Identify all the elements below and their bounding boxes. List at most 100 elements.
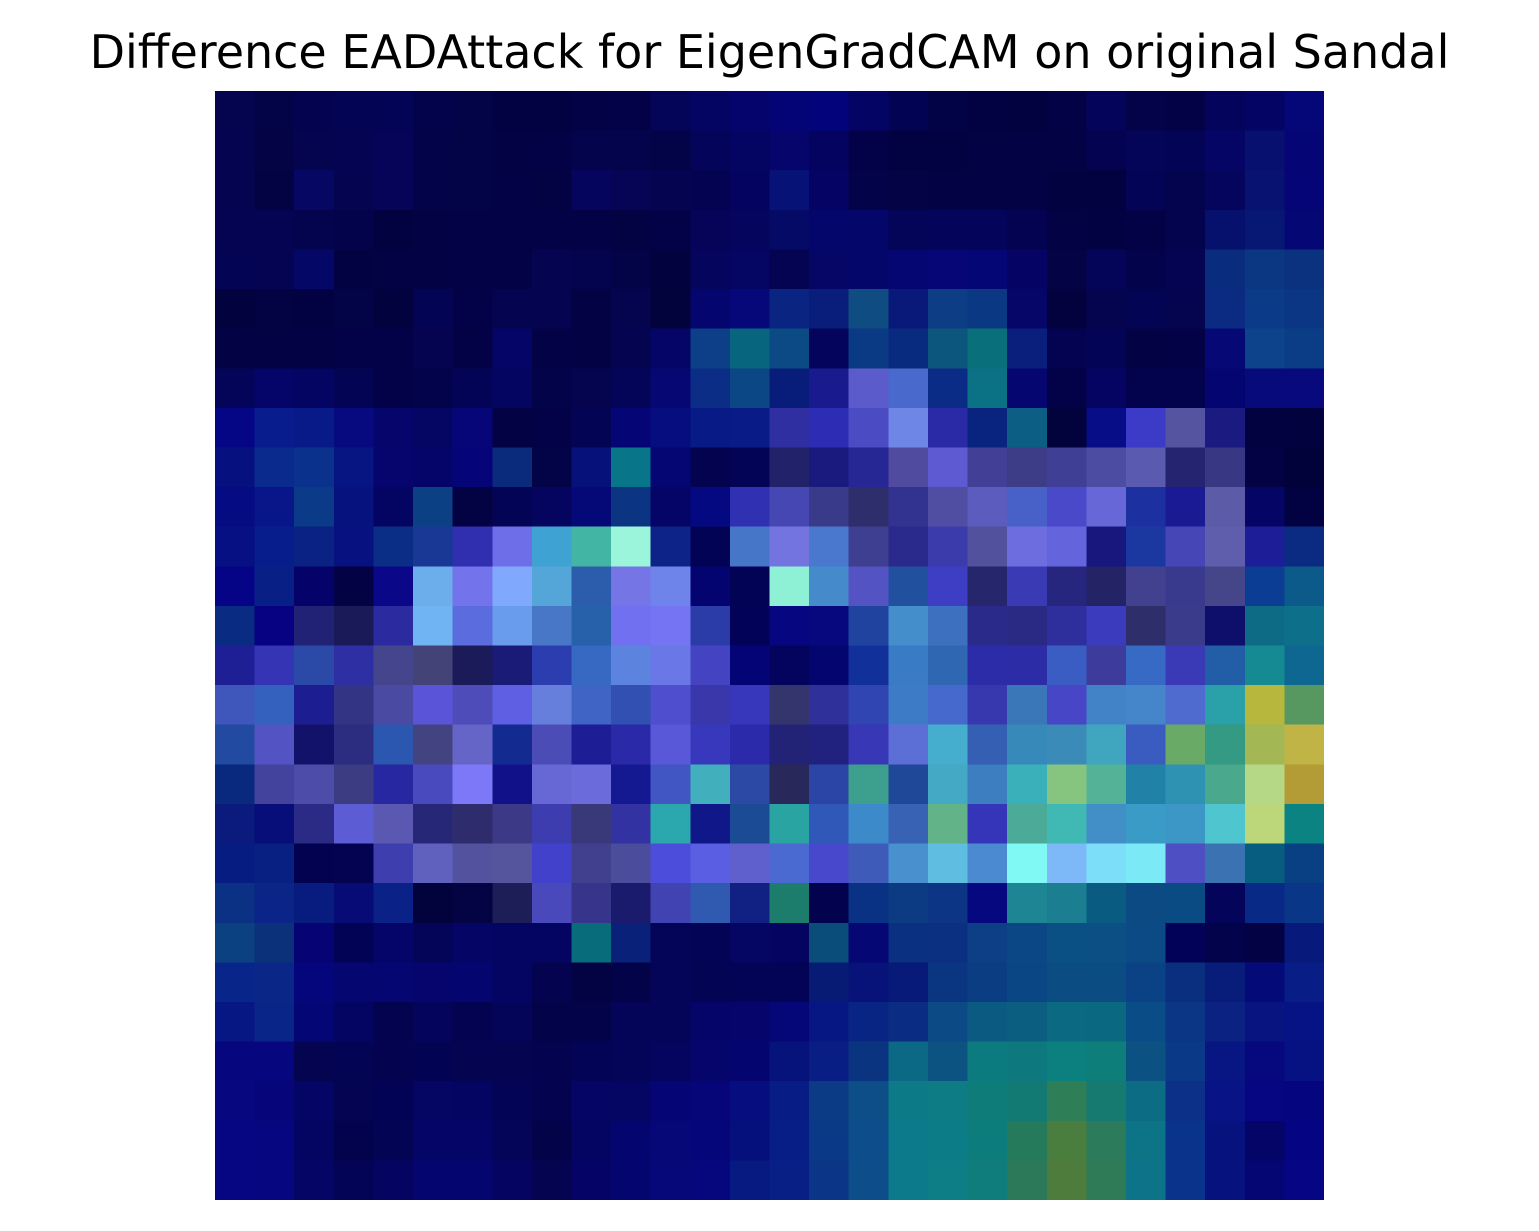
heatmap-cell bbox=[294, 130, 335, 172]
heatmap-cell bbox=[769, 566, 810, 607]
heatmap-cell bbox=[690, 1081, 731, 1122]
heatmap-cell bbox=[611, 1120, 652, 1162]
heatmap-cell bbox=[215, 1081, 256, 1122]
heatmap-cell bbox=[1007, 328, 1048, 370]
heatmap-cell bbox=[215, 170, 256, 211]
heatmap-cell bbox=[531, 1041, 573, 1082]
heatmap-cell bbox=[611, 1001, 652, 1043]
heatmap-cell bbox=[1284, 170, 1324, 211]
heatmap-cell bbox=[611, 1081, 652, 1122]
heatmap-cell bbox=[927, 170, 969, 211]
heatmap-cell bbox=[1046, 209, 1088, 251]
heatmap-cell bbox=[611, 289, 652, 330]
heatmap-cell bbox=[571, 724, 612, 766]
heatmap-cell bbox=[1125, 764, 1167, 805]
heatmap-cell bbox=[927, 803, 969, 845]
heatmap-cell bbox=[215, 883, 256, 924]
heatmap-cell bbox=[690, 566, 731, 607]
heatmap-cell bbox=[492, 1081, 533, 1122]
heatmap-cell bbox=[1165, 209, 1206, 251]
heatmap-cell bbox=[373, 803, 414, 845]
heatmap-cell bbox=[769, 407, 810, 449]
heatmap-cell bbox=[1086, 407, 1127, 449]
heatmap-cell bbox=[611, 803, 652, 845]
heatmap-cell bbox=[967, 764, 1008, 805]
heatmap-cell bbox=[1086, 605, 1127, 647]
heatmap-cell bbox=[333, 843, 375, 884]
heatmap-cell bbox=[650, 526, 692, 568]
heatmap-cell bbox=[215, 249, 256, 290]
heatmap-cell bbox=[413, 962, 454, 1003]
heatmap-cell bbox=[413, 130, 454, 172]
heatmap-cell bbox=[927, 685, 969, 726]
heatmap-cell bbox=[888, 209, 929, 251]
heatmap-cell bbox=[1165, 883, 1206, 924]
heatmap-cell bbox=[848, 368, 890, 409]
heatmap-cell bbox=[1125, 803, 1167, 845]
heatmap-cell bbox=[729, 91, 771, 132]
heatmap-cell bbox=[215, 685, 256, 726]
heatmap-cell bbox=[215, 566, 256, 607]
heatmap-cell bbox=[1007, 645, 1048, 686]
heatmap-cell bbox=[254, 130, 296, 172]
heatmap-cell bbox=[413, 91, 454, 132]
heatmap-cell bbox=[333, 685, 375, 726]
heatmap-cell bbox=[215, 447, 256, 488]
heatmap-cell bbox=[413, 803, 454, 845]
heatmap-cell bbox=[967, 1120, 1008, 1162]
heatmap-cell bbox=[294, 803, 335, 845]
heatmap-cell bbox=[571, 91, 612, 132]
heatmap-cell bbox=[571, 803, 612, 845]
heatmap-cell bbox=[531, 685, 573, 726]
heatmap-cell bbox=[1165, 447, 1206, 488]
heatmap-cell bbox=[611, 526, 652, 568]
heatmap-cell bbox=[373, 685, 414, 726]
heatmap-cell bbox=[848, 843, 890, 884]
heatmap-cell bbox=[888, 91, 929, 132]
heatmap-cell bbox=[254, 170, 296, 211]
heatmap-cell bbox=[294, 724, 335, 766]
heatmap-cell bbox=[888, 170, 929, 211]
heatmap-cell bbox=[650, 487, 692, 528]
heatmap-cell bbox=[1007, 764, 1048, 805]
heatmap-cell bbox=[690, 645, 731, 686]
heatmap-cell bbox=[373, 487, 414, 528]
heatmap-cell bbox=[373, 209, 414, 251]
heatmap-cell bbox=[1165, 843, 1206, 884]
heatmap-cell bbox=[294, 328, 335, 370]
heatmap-cell bbox=[848, 249, 890, 290]
heatmap-cell bbox=[294, 1041, 335, 1082]
heatmap-cell bbox=[531, 289, 573, 330]
heatmap-cell bbox=[492, 724, 533, 766]
heatmap-cell bbox=[888, 289, 929, 330]
heatmap-cell bbox=[1205, 843, 1246, 884]
heatmap-cell bbox=[809, 526, 850, 568]
heatmap-cell bbox=[927, 209, 969, 251]
heatmap-cell bbox=[888, 803, 929, 845]
heatmap-cell bbox=[927, 962, 969, 1003]
heatmap-cell bbox=[888, 724, 929, 766]
heatmap-cell bbox=[729, 407, 771, 449]
heatmap-cell bbox=[1205, 883, 1246, 924]
heatmap-cell bbox=[967, 605, 1008, 647]
heatmap-cell bbox=[333, 170, 375, 211]
heatmap-cell bbox=[1244, 883, 1286, 924]
heatmap-cell bbox=[729, 566, 771, 607]
heatmap-cell bbox=[1086, 566, 1127, 607]
heatmap-cell bbox=[729, 328, 771, 370]
heatmap-cell bbox=[333, 368, 375, 409]
heatmap-cell bbox=[1244, 209, 1286, 251]
heatmap-cell bbox=[294, 170, 335, 211]
heatmap-cell bbox=[848, 1001, 890, 1043]
heatmap-cell bbox=[1244, 170, 1286, 211]
heatmap-cell bbox=[888, 407, 929, 449]
heatmap-cell bbox=[650, 962, 692, 1003]
heatmap-cell bbox=[531, 764, 573, 805]
heatmap-cell bbox=[650, 605, 692, 647]
heatmap-cell bbox=[769, 843, 810, 884]
heatmap-cell bbox=[690, 1001, 731, 1043]
heatmap-cell bbox=[611, 962, 652, 1003]
heatmap-cell bbox=[1165, 1160, 1206, 1200]
heatmap-cell bbox=[531, 1001, 573, 1043]
heatmap-cell bbox=[1125, 605, 1167, 647]
